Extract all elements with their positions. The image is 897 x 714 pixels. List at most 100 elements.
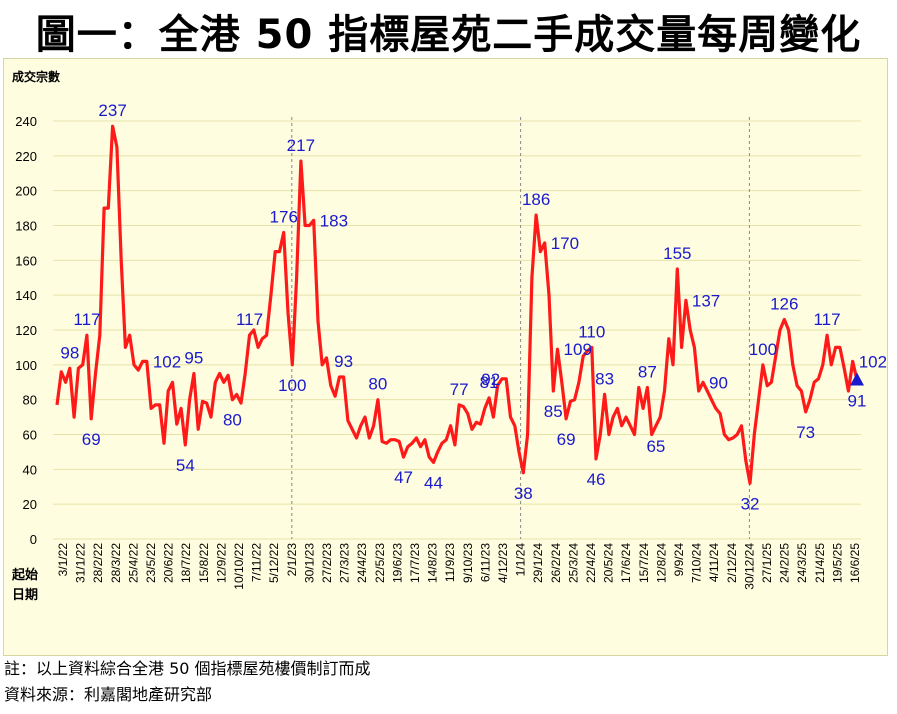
x-tick-label: 24/2/25 — [778, 543, 792, 583]
data-label: 80 — [223, 411, 242, 430]
y-tick-label: 0 — [30, 532, 37, 547]
data-label: 237 — [98, 101, 126, 120]
y-tick-label: 140 — [15, 288, 37, 303]
last-value-marker — [850, 372, 864, 386]
data-label: 102 — [153, 352, 181, 371]
data-label: 170 — [551, 234, 579, 253]
x-tick-label: 31/1/22 — [74, 543, 88, 583]
data-label: 69 — [557, 430, 576, 449]
x-tick-label: 2/12/24 — [725, 543, 739, 583]
data-label: 110 — [578, 322, 605, 341]
data-label: 155 — [663, 244, 691, 263]
data-label: 73 — [796, 423, 815, 442]
x-tick-label: 24/3/25 — [795, 543, 809, 583]
x-tick-label: 20/5/24 — [602, 543, 616, 583]
data-label: 87 — [638, 362, 657, 381]
data-label: 117 — [813, 310, 840, 329]
data-label: 90 — [709, 373, 728, 392]
y-tick-label: 180 — [15, 219, 37, 234]
data-label: 117 — [236, 310, 263, 329]
data-label: 95 — [184, 349, 203, 368]
x-tick-label: 29/1/24 — [531, 543, 545, 583]
x-axis-title-line2: 日期 — [12, 588, 38, 603]
y-axis-title: 成交宗數 — [12, 69, 60, 84]
data-label: 92 — [481, 370, 500, 389]
x-tick-label: 20/6/22 — [162, 543, 176, 583]
x-tick-label: 11/9/23 — [443, 543, 457, 582]
x-tick-label: 17/7/23 — [408, 543, 422, 583]
y-tick-label: 40 — [23, 462, 37, 477]
data-label: 85 — [544, 402, 563, 421]
y-tick-label: 80 — [23, 393, 37, 408]
x-tick-label: 3/1/22 — [56, 543, 70, 577]
y-tick-label: 220 — [15, 149, 37, 164]
x-tick-label: 5/12/22 — [267, 543, 281, 583]
footnote-data-source: 資料來源：利嘉閣地產研究部 — [4, 685, 213, 704]
x-tick-label: 23/5/22 — [144, 543, 158, 583]
data-label: 54 — [176, 456, 195, 475]
y-tick-label: 20 — [23, 497, 37, 512]
data-label: 126 — [770, 295, 798, 314]
data-label: 69 — [82, 430, 101, 449]
x-tick-label: 22/5/23 — [373, 543, 387, 583]
data-label: 46 — [587, 470, 606, 489]
x-tick-label: 25/4/22 — [126, 543, 140, 583]
x-tick-label: 15/7/24 — [637, 543, 651, 583]
y-tick-label: 100 — [15, 358, 37, 373]
data-label: 81 — [480, 373, 499, 392]
data-label: 137 — [692, 291, 720, 310]
data-label: 80 — [368, 375, 387, 394]
x-tick-label: 14/8/23 — [426, 543, 440, 583]
x-tick-label: 27/2/23 — [320, 543, 334, 583]
x-tick-label: 12/9/22 — [214, 543, 228, 583]
x-tick-label: 16/6/25 — [848, 543, 862, 583]
x-tick-label: 1/1/24 — [514, 543, 528, 577]
data-label: 65 — [646, 437, 665, 456]
x-tick-label: 4/11/24 — [707, 543, 721, 582]
x-tick-label: 26/2/24 — [549, 543, 563, 583]
data-label: 32 — [741, 494, 760, 513]
x-tick-label: 7/11/22 — [250, 543, 264, 582]
x-tick-label: 15/8/22 — [197, 543, 211, 583]
data-label: 217 — [287, 136, 315, 155]
x-tick-label: 9/9/24 — [672, 543, 686, 577]
x-tick-label: 6/11/23 — [478, 543, 492, 582]
data-label: 117 — [73, 310, 100, 329]
data-label: 47 — [394, 468, 413, 487]
series-line — [55, 124, 859, 485]
y-tick-label: 200 — [15, 184, 37, 199]
chart-area: 0 20 40 60 80 100 120 140 160 180 200 220 240 成交宗數起始日… — [3, 58, 888, 656]
data-label: 183 — [320, 211, 348, 230]
y-tick-label: 240 — [15, 114, 37, 129]
data-label: 38 — [514, 484, 533, 503]
footnote-source-method: 註：以上資料綜合全港 50 個指標屋苑樓價制訂而成 — [4, 659, 371, 678]
x-tick-label: 19/5/25 — [830, 543, 844, 583]
x-tick-label: 27/3/23 — [338, 543, 352, 583]
x-tick-label: 28/2/22 — [91, 543, 105, 583]
data-label: 100 — [749, 340, 777, 359]
x-tick-label: 9/10/23 — [461, 543, 475, 583]
data-label: 77 — [450, 380, 469, 399]
x-tick-label: 28/3/22 — [109, 543, 123, 583]
x-tick-label: 4/12/23 — [496, 543, 510, 583]
x-tick-label: 18/7/22 — [179, 543, 193, 583]
footnotes: 註：以上資料綜合全港 50 個指標屋苑樓價制訂而成 資料來源：利嘉閣地產研究部 — [4, 656, 371, 708]
y-tick-label: 120 — [15, 323, 37, 338]
data-label: 100 — [278, 376, 306, 395]
x-tick-label: 10/10/22 — [232, 543, 246, 590]
x-tick-label: 7/10/24 — [690, 543, 704, 583]
x-tick-label: 12/8/24 — [654, 543, 668, 583]
data-label: 91 — [848, 392, 867, 411]
data-label: 83 — [595, 369, 614, 388]
data-label: 44 — [424, 473, 443, 492]
x-axis-title-line1: 起始 — [11, 567, 38, 583]
x-tick-label: 24/4/23 — [355, 543, 369, 583]
data-label: 186 — [522, 190, 550, 209]
x-tick-label: 27/1/25 — [760, 543, 774, 583]
x-tick-label: 17/6/24 — [619, 543, 633, 583]
x-tick-label: 2/1/23 — [285, 543, 299, 577]
y-tick-label: 60 — [23, 428, 37, 443]
y-tick-label: 160 — [15, 253, 37, 268]
data-label: 93 — [334, 352, 353, 371]
data-label: 102 — [859, 352, 887, 371]
